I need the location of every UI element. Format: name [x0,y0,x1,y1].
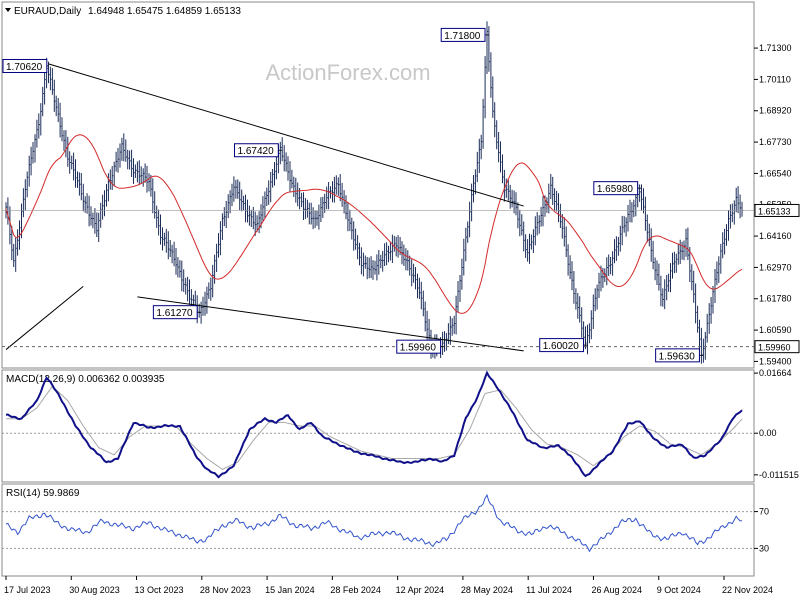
x-tick-label: 30 Aug 2023 [69,585,120,595]
annotation-box [2,58,48,73]
annotation-box [655,348,700,363]
trendline [137,296,524,352]
trendline [5,285,84,350]
annotation-label: 1.65980 [597,184,634,195]
annotation-box [152,305,198,320]
y-tick-label: 1.66540 [759,168,792,178]
rsi-y-axis: 70 30 [753,484,769,576]
y-tick-label: 30 [759,543,769,553]
header-dropdown-icon[interactable] [5,8,11,12]
x-tick-label: 28 Feb 2024 [330,585,381,595]
annotation-label: 1.59960 [400,343,437,354]
annotation-label: 1.67420 [238,146,275,157]
y-tick-label: 1.71300 [759,43,792,53]
price-levels: 1.59960 1.65133 [2,203,800,354]
annotation-label: 1.61270 [156,308,193,319]
annotation-label: 1.71800 [444,31,481,42]
x-tick-label: 17 Jul 2023 [4,585,51,595]
y-tick-label: 0.00 [759,428,777,438]
y-tick-label: 1.67730 [759,137,792,147]
price-annotations: 1.70620 1.67420 1.71800 1.65980 1.61270 1.599… [2,27,704,363]
x-tick-label: 28 Nov 2023 [200,585,251,595]
macd-signal [6,385,743,470]
trendlines [5,63,524,352]
annotation-box [440,27,486,42]
x-tick-label: 12 Apr 2024 [396,585,445,595]
x-tick-label: 22 Nov 2024 [722,585,773,595]
macd-y-axis: 0.01664 0.00 -0.011515 [753,368,799,482]
annotation-box [396,339,442,354]
annotation-box [539,338,585,353]
x-tick-label: 26 Aug 2024 [591,585,642,595]
current-price-label: 1.65133 [758,206,791,216]
moving-average-line [5,134,743,314]
x-tick-label: 15 Jan 2024 [265,585,315,595]
y-tick-label: -0.011515 [759,470,799,480]
rsi-line [5,493,743,553]
x-tick-label: 9 Oct 2024 [657,585,701,595]
macd-lines [2,370,754,479]
rsi-line [2,493,754,553]
y-tick-label: 1.60590 [759,325,792,335]
support-price-box [754,340,800,354]
rsi-header: RSI(14) 59.9869 [6,488,80,499]
x-tick-label: 13 Oct 2023 [135,585,184,595]
trendline [48,63,524,207]
y-tick-label: 1.64160 [759,231,792,241]
y-tick-label: 70 [759,507,769,517]
y-tick-label: 1.61780 [759,294,792,304]
y-tick-label: 1.59400 [759,356,792,366]
support-price-label: 1.59960 [758,343,791,353]
annotation-box [234,143,279,158]
watermark: ActionForex.com [265,60,430,85]
macd-header: MACD(12,26,9) 0.006362 0.003935 [6,374,165,385]
price-header-symbol: EURAUD,Daily [14,6,81,17]
price-panel: ActionForex.com EURAUD,Daily 1.64948 1.6… [1,1,800,369]
y-tick-label: 1.68920 [759,106,792,116]
x-axis: 17 Jul 2023 30 Aug 2023 13 Oct 2023 28 Nov … [4,576,773,595]
macd-panel: MACD(12,26,9) 0.006362 0.003935 0.016640… [1,368,799,483]
x-tick-label: 11 Jul 2024 [526,585,572,595]
rsi-panel: RSI(14) 59.9869 70 30 [1,483,769,577]
y-tick-label: 1.70110 [759,74,791,84]
annotation-box [593,181,639,196]
x-tick-label: 28 May 2024 [461,585,513,595]
y-tick-label: 0.01664 [759,368,792,378]
annotation-label: 1.59630 [659,351,696,362]
annotation-label: 1.60020 [543,341,580,352]
price-header-ohlc: 1.64948 1.65475 1.64859 1.65133 [88,6,241,17]
macd-main [5,370,743,479]
annotation-label: 1.70620 [6,62,43,73]
current-price-box [754,203,800,217]
moving-average [5,134,743,314]
y-tick-label: 1.62970 [759,262,792,272]
